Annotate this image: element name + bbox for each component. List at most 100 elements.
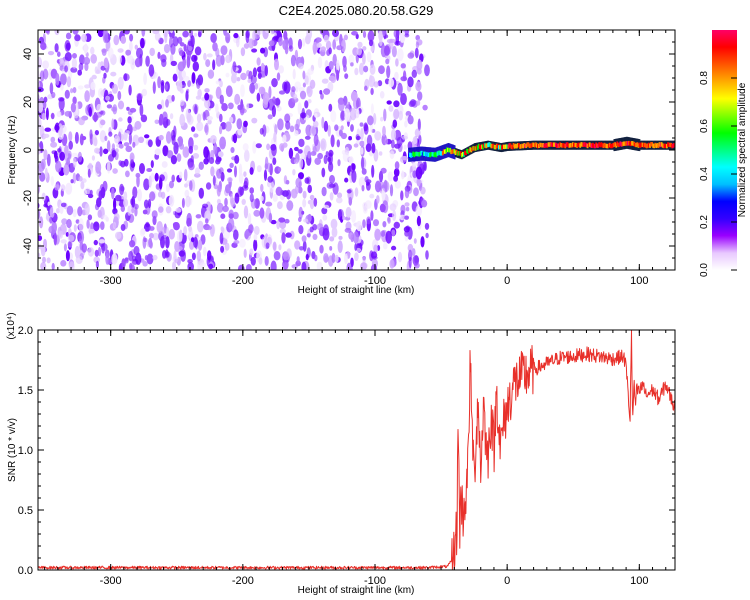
spectrogram-noise-cell: [317, 56, 323, 69]
spectrogram-noise-cell: [298, 138, 305, 148]
spectrogram-noise-cell: [289, 125, 295, 133]
spectrogram-noise-cell: [83, 189, 88, 196]
spectrogram-noise-cell: [68, 131, 73, 142]
spectrogram-noise-cell: [396, 136, 403, 147]
spectrogram-noise-cell: [312, 41, 318, 54]
spectrogram-noise-cell: [57, 51, 61, 57]
spectrogram-noise-cell: [400, 63, 406, 69]
tone-core-segment: [515, 144, 518, 149]
tone-core-segment: [540, 142, 542, 148]
spectrogram-noise-cell: [425, 250, 429, 260]
spectrogram-noise-cell: [182, 30, 189, 38]
tone-core-segment: [493, 144, 496, 150]
spectrogram-noise-cell: [264, 65, 268, 77]
spectrogram-noise-cell: [148, 175, 152, 188]
spectrogram-noise-cell: [249, 167, 254, 175]
spectrogram-noise-cell: [225, 72, 230, 78]
tone-core-segment: [477, 143, 480, 149]
spectrogram-noise-cell: [264, 256, 269, 266]
spectrogram-noise-cell: [71, 57, 77, 69]
spectrogram-noise-cell: [114, 135, 120, 144]
colorbar-gradient: [712, 30, 737, 270]
spectrogram-noise-cell: [139, 103, 144, 117]
tone-core-segment: [431, 152, 434, 157]
spectrogram-noise-cell: [348, 136, 352, 141]
spectrogram-noise-cell: [413, 187, 419, 197]
spectrogram-noise-cell: [330, 110, 337, 123]
spectrogram-noise-cell: [60, 260, 67, 267]
spectrogram-noise-cell: [185, 195, 191, 208]
tone-core-segment: [604, 143, 607, 148]
spectrogram-noise-cell: [356, 220, 362, 232]
spectrogram-noise-cell: [77, 85, 84, 90]
tone-core-segment: [553, 142, 556, 147]
tone-core-segment: [521, 143, 523, 149]
spectrogram-noise-cell: [102, 30, 109, 35]
spectrogram-noise-cell: [113, 197, 117, 211]
spectrogram-noise-cell: [390, 128, 397, 141]
tone-core-segment: [441, 150, 444, 156]
spectrogram-noise-cell: [46, 153, 51, 167]
spectrogram-noise-cell: [270, 144, 277, 151]
spectrogram-noise-cell: [60, 184, 66, 192]
tone-core-segment: [617, 142, 620, 148]
spectrogram-noise-cell: [330, 73, 337, 84]
tone-core-segment: [637, 143, 640, 148]
spectrogram-noise-cell: [182, 75, 190, 82]
spectrogram-noise-cell: [44, 167, 48, 179]
tone-core-segment: [475, 145, 478, 150]
tone-core-segment: [490, 143, 493, 149]
spectrogram-noise-cell: [133, 245, 140, 256]
spectrogram-noise-cell: [322, 204, 330, 209]
y-tick-label: 0: [22, 147, 34, 153]
tone-core-segment: [559, 142, 561, 147]
spectrogram-noise-cell: [257, 72, 262, 80]
spectrogram-noise-cell: [389, 184, 394, 197]
tone-core-segment: [478, 144, 481, 149]
spectrogram-noise-cell: [415, 81, 422, 92]
spectrogram-noise-cell: [411, 69, 417, 78]
tone-core-segment: [656, 143, 659, 148]
spectrogram-noise-cell: [44, 127, 52, 132]
snr-series-line: [38, 330, 675, 570]
spectrogram-noise-cell: [98, 190, 103, 201]
spectrogram-noise-cell: [404, 188, 410, 199]
tone-core-segment: [432, 152, 435, 157]
tone-core-segment: [413, 152, 416, 158]
spectrogram-noise-cell: [400, 190, 404, 201]
spectrogram-noise-cell: [307, 184, 313, 194]
spectrogram-noise-cell: [384, 137, 388, 145]
spectrogram-noise-cell: [50, 112, 55, 120]
spectrogram-noise-cell: [351, 169, 357, 183]
spectrogram-noise-cell: [227, 177, 233, 183]
spectrogram-noise-cell: [265, 242, 270, 249]
tone-core-segment: [644, 143, 647, 148]
y-tick-label: 40: [22, 48, 34, 60]
spectrogram-noise-cell: [340, 125, 344, 131]
tone-core-segment: [663, 143, 666, 148]
colorbar-tick-label: 0.6: [699, 119, 710, 133]
spectrogram-noise-cell: [215, 86, 222, 99]
spectrogram-noise-cell: [192, 61, 199, 72]
spectrogram-noise-cell: [72, 96, 77, 105]
tone-core-segment: [505, 144, 508, 149]
tone-core-segment: [653, 143, 656, 149]
spectrogram-noise-cell: [120, 224, 126, 231]
spectrogram-noise-cell: [38, 235, 43, 241]
spectrogram-noise-cell: [38, 252, 41, 258]
tone-core-segment: [657, 143, 660, 148]
spectrogram-noise-cell: [282, 142, 288, 148]
spectrogram-noise-cell: [284, 218, 290, 224]
spectrogram-noise-cell: [123, 198, 129, 207]
spectrogram-noise-cell: [221, 103, 228, 112]
spectrogram-noise-cell: [243, 43, 250, 49]
spectrogram-noise-cell: [282, 134, 287, 143]
spectrogram-noise-cell: [117, 90, 122, 101]
tone-core-segment: [509, 143, 512, 148]
spectrogram-noise-cell: [48, 225, 55, 234]
spectrogram-noise-cell: [220, 45, 228, 56]
spectrogram-noise-cell: [307, 213, 312, 223]
spectrogram-noise-cell: [88, 106, 93, 117]
spectrogram-noise-cell: [269, 181, 275, 193]
spectrogram-noise-cell: [300, 112, 307, 119]
